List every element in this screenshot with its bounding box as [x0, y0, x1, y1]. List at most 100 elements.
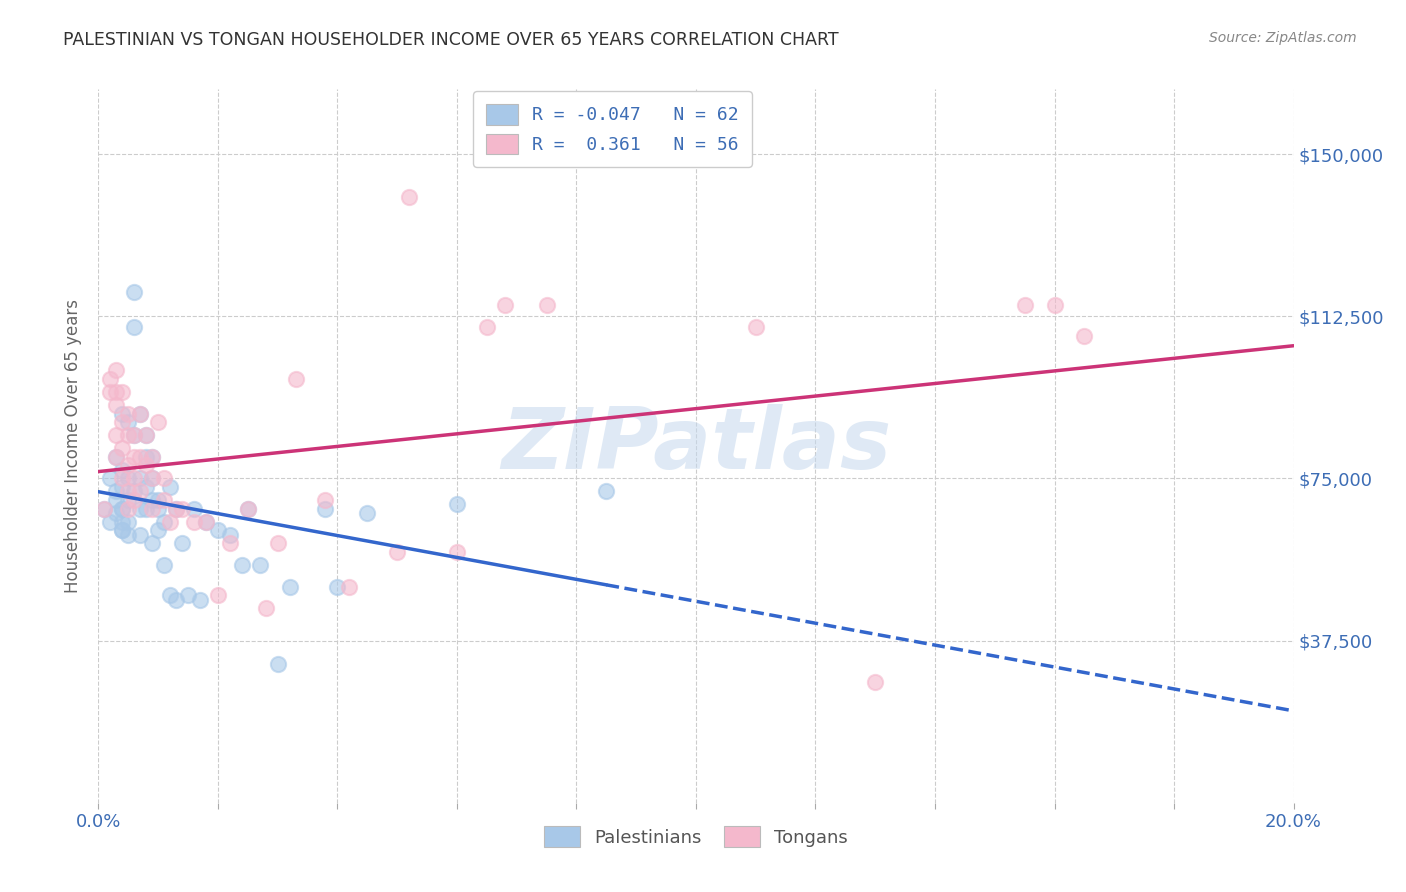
Point	[93, 501, 115, 516]
Point	[111, 441, 134, 455]
Point	[105, 450, 128, 464]
Legend: Palestinians, Tongans: Palestinians, Tongans	[537, 819, 855, 855]
Point	[129, 471, 152, 485]
Point	[124, 484, 146, 499]
Point	[129, 527, 152, 541]
Point	[117, 501, 139, 516]
Point	[111, 407, 134, 421]
Point	[207, 588, 229, 602]
Point	[153, 558, 176, 572]
Point	[105, 398, 128, 412]
Point	[98, 471, 122, 485]
Point	[135, 428, 157, 442]
Point	[195, 515, 218, 529]
Point	[745, 320, 768, 334]
Point	[111, 501, 134, 516]
Point	[141, 536, 163, 550]
Point	[98, 372, 122, 386]
Point	[111, 463, 134, 477]
Point	[141, 450, 163, 464]
Point	[117, 428, 139, 442]
Point	[326, 580, 349, 594]
Point	[254, 601, 277, 615]
Text: PALESTINIAN VS TONGAN HOUSEHOLDER INCOME OVER 65 YEARS CORRELATION CHART: PALESTINIAN VS TONGAN HOUSEHOLDER INCOME…	[63, 31, 839, 49]
Point	[1043, 298, 1066, 312]
Point	[124, 428, 146, 442]
Point	[475, 320, 498, 334]
Point	[165, 592, 187, 607]
Point	[315, 493, 337, 508]
Point	[117, 484, 139, 499]
Point	[117, 407, 139, 421]
Point	[536, 298, 558, 312]
Point	[117, 527, 139, 541]
Point	[105, 506, 128, 520]
Point	[165, 501, 187, 516]
Point	[105, 493, 128, 508]
Point	[124, 428, 146, 442]
Point	[105, 363, 128, 377]
Point	[117, 471, 139, 485]
Point	[267, 657, 290, 672]
Point	[141, 493, 163, 508]
Point	[117, 458, 139, 473]
Point	[129, 407, 152, 421]
Point	[339, 580, 361, 594]
Point	[148, 524, 170, 538]
Point	[98, 384, 122, 399]
Point	[165, 501, 187, 516]
Point	[111, 384, 134, 399]
Point	[148, 493, 170, 508]
Point	[135, 480, 157, 494]
Point	[236, 501, 259, 516]
Point	[183, 501, 205, 516]
Point	[129, 407, 152, 421]
Point	[153, 493, 176, 508]
Point	[111, 524, 134, 538]
Point	[111, 524, 134, 538]
Point	[117, 493, 139, 508]
Point	[865, 674, 887, 689]
Point	[124, 450, 146, 464]
Point	[124, 285, 146, 300]
Point	[124, 493, 146, 508]
Point	[183, 515, 205, 529]
Point	[105, 450, 128, 464]
Point	[1073, 328, 1095, 343]
Text: Source: ZipAtlas.com: Source: ZipAtlas.com	[1209, 31, 1357, 45]
Point	[356, 506, 378, 520]
Y-axis label: Householder Income Over 65 years: Householder Income Over 65 years	[65, 299, 83, 593]
Point	[111, 515, 134, 529]
Point	[124, 471, 146, 485]
Point	[129, 484, 152, 499]
Point	[172, 501, 194, 516]
Point	[231, 558, 253, 572]
Point	[284, 372, 307, 386]
Point	[117, 415, 139, 429]
Point	[117, 515, 139, 529]
Point	[278, 580, 301, 594]
Point	[129, 450, 152, 464]
Point	[111, 471, 134, 485]
Point	[141, 450, 163, 464]
Point	[177, 588, 200, 602]
Point	[105, 384, 128, 399]
Point	[111, 415, 134, 429]
Point	[124, 320, 146, 334]
Point	[159, 588, 181, 602]
Point	[219, 527, 242, 541]
Point	[188, 592, 211, 607]
Point	[129, 501, 152, 516]
Point	[494, 298, 516, 312]
Point	[398, 190, 420, 204]
Point	[135, 501, 157, 516]
Point	[249, 558, 271, 572]
Point	[159, 480, 181, 494]
Point	[195, 515, 218, 529]
Point	[446, 497, 468, 511]
Point	[105, 428, 128, 442]
Text: ZIPatlas: ZIPatlas	[501, 404, 891, 488]
Point	[1014, 298, 1036, 312]
Point	[315, 501, 337, 516]
Point	[267, 536, 290, 550]
